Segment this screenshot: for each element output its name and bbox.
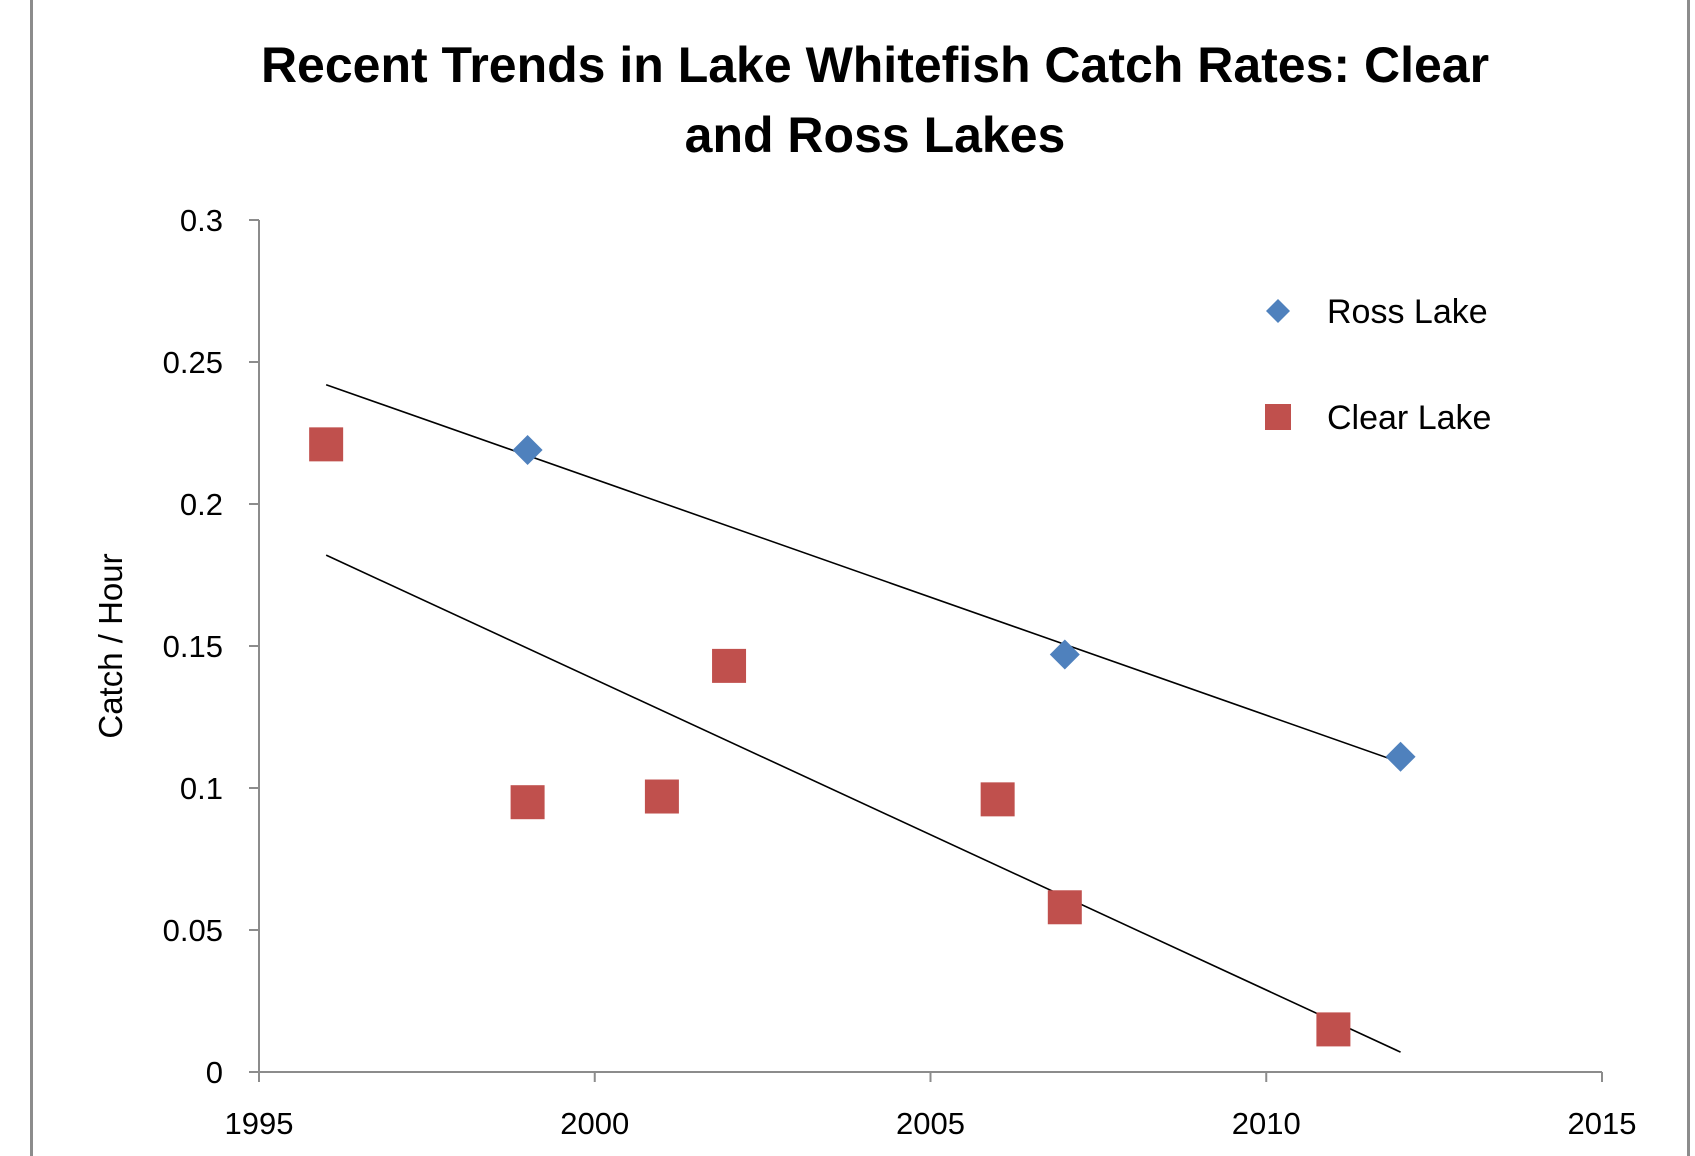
- chart-title-line-1: Recent Trends in Lake Whitefish Catch Ra…: [261, 37, 1489, 93]
- x-tick-label: 2005: [896, 1106, 965, 1141]
- data-points: [309, 427, 1416, 1047]
- chart-title-line-2: and Ross Lakes: [685, 107, 1066, 163]
- trendlines: [325, 383, 1401, 1053]
- y-axis-label: Catch / Hour: [92, 553, 129, 738]
- chart-frame: [30, 0, 1690, 1156]
- trendline-clear-lake: [325, 554, 1401, 1053]
- y-tick-label: 0.25: [163, 345, 223, 380]
- y-tick-label: 0.1: [180, 771, 223, 806]
- legend: Ross Lake Clear Lake: [1265, 293, 1491, 437]
- x-tick-label: 2000: [560, 1106, 629, 1141]
- data-point-ross-lake: [1049, 639, 1080, 670]
- data-point-clear-lake: [712, 648, 747, 683]
- data-point-clear-lake: [644, 779, 679, 814]
- data-point-clear-lake: [309, 427, 344, 462]
- y-tick-label: 0.05: [163, 913, 223, 948]
- data-point-clear-lake: [980, 782, 1015, 817]
- data-point-ross-lake: [1385, 741, 1416, 772]
- y-tick-label: 0.2: [180, 487, 223, 522]
- y-tick-label: 0: [206, 1055, 223, 1090]
- legend-label-ross-lake: Ross Lake: [1327, 293, 1488, 331]
- x-tick-label: 2015: [1568, 1106, 1637, 1141]
- x-ticks: 1995 2000 2005 2010 2015: [225, 1072, 1637, 1141]
- y-tick-label: 0.15: [163, 629, 223, 664]
- y-ticks: 0 0.05 0.1 0.15 0.2 0.25 0.3: [163, 203, 259, 1090]
- trendline-ross-lake: [325, 383, 1401, 764]
- data-point-ross-lake: [512, 435, 543, 466]
- x-tick-label: 1995: [225, 1106, 294, 1141]
- legend-marker-ross-lake: [1266, 299, 1290, 323]
- x-tick-label: 2010: [1232, 1106, 1301, 1141]
- legend-marker-clear-lake: [1265, 404, 1291, 430]
- data-point-clear-lake: [510, 785, 545, 820]
- y-tick-label: 0.3: [180, 203, 223, 238]
- data-point-clear-lake: [1316, 1012, 1351, 1047]
- data-point-clear-lake: [1047, 890, 1082, 925]
- legend-label-clear-lake: Clear Lake: [1327, 399, 1491, 437]
